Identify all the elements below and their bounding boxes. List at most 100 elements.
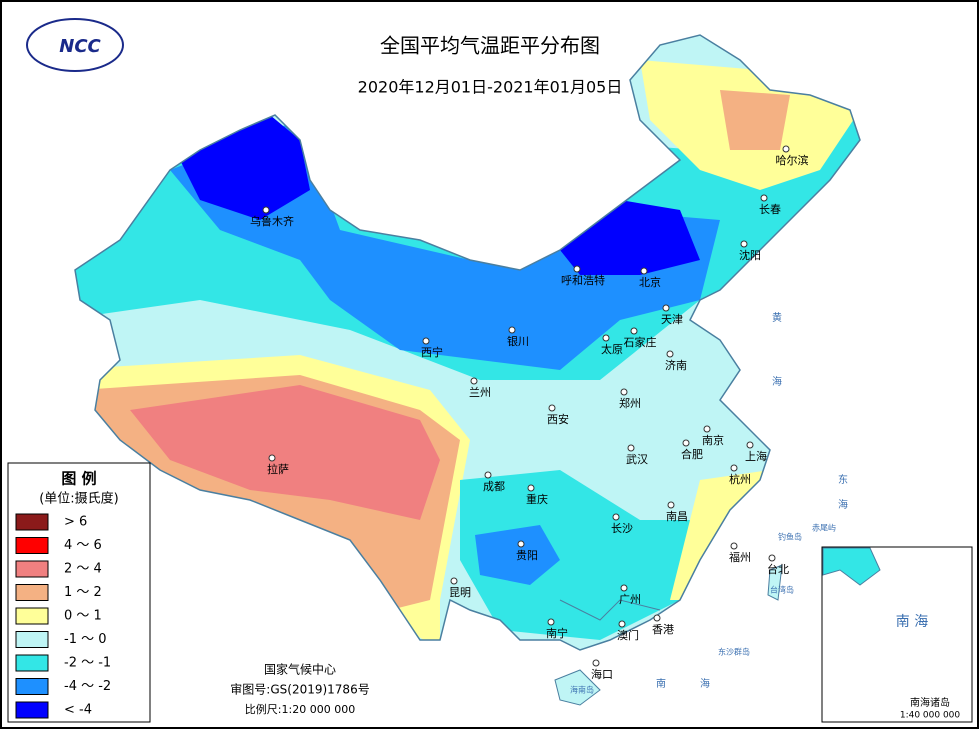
city-label: 南京	[702, 433, 724, 447]
city-dot	[618, 620, 626, 628]
city-label: 海口	[591, 667, 613, 681]
city-dot	[662, 304, 670, 312]
city-label: 长春	[759, 203, 781, 216]
footer-scale: 比例尺:1:20 000 000	[245, 702, 355, 716]
island-label: 钓鱼岛	[778, 532, 802, 542]
legend-label: -4 ～ -2	[64, 679, 111, 694]
legend-unit: (单位:摄氏度)	[39, 491, 119, 507]
island-label: 赤尾屿	[812, 524, 836, 533]
city-dot	[666, 350, 674, 358]
city-label: 上海	[745, 449, 767, 463]
hainan	[554, 669, 601, 706]
city-label: 天津	[661, 313, 683, 326]
city-dot	[602, 334, 610, 342]
city-label: 济南	[665, 358, 687, 372]
city-label: 拉萨	[267, 462, 289, 476]
island-label: 东沙群岛	[718, 647, 750, 657]
city-dot	[640, 267, 648, 275]
logo-ring	[26, 18, 124, 72]
island-label: 台湾岛	[770, 585, 794, 595]
city-label: 银川	[507, 334, 529, 348]
city-dot	[450, 577, 458, 585]
city-dot	[682, 439, 690, 447]
city-dot	[422, 337, 430, 345]
sea-label: 东	[838, 473, 848, 486]
city-dot	[653, 614, 661, 622]
city-dot	[667, 501, 675, 509]
city-dot	[768, 554, 776, 562]
sea-label: 海	[772, 375, 782, 388]
city-label: 香港	[652, 623, 674, 636]
legend-label: < -4	[64, 703, 92, 718]
city-label: 太原	[601, 343, 623, 356]
city-dot	[746, 441, 754, 449]
city-dot	[548, 404, 556, 412]
city-dot	[268, 454, 276, 462]
city-dot	[508, 326, 516, 334]
footer-approval: 审图号:GS(2019)1786号	[230, 682, 369, 697]
city-label: 南昌	[666, 510, 688, 523]
title: 全国平均气温距平分布图	[380, 34, 600, 58]
city-label: 乌鲁木齐	[250, 214, 294, 228]
sea-label: 海	[838, 498, 848, 511]
city-dot	[760, 194, 768, 202]
inset-box	[821, 546, 973, 723]
sea-label: 海	[700, 677, 710, 690]
subtitle: 2020年12月01日-2021年01月05日	[358, 78, 623, 97]
city-label: 石家庄	[624, 335, 657, 349]
city-dot	[527, 484, 535, 492]
legend-swatch	[15, 584, 49, 601]
city-label: 哈尔滨	[776, 153, 809, 167]
legend-title: 图 例	[61, 470, 96, 488]
city-label: 台北	[767, 562, 789, 576]
legend-label: -1 ～ 0	[64, 632, 107, 647]
city-dot	[620, 388, 628, 396]
city-label: 长沙	[611, 522, 633, 535]
sea-label: 黄	[772, 311, 782, 324]
city-label: 成都	[483, 480, 505, 493]
city-dot	[630, 327, 638, 335]
sea-label: 南	[656, 677, 666, 690]
inset-scale: 1:40 000 000	[900, 711, 961, 721]
logo: NCC	[59, 36, 101, 57]
city-label: 昆明	[449, 586, 471, 599]
city-label: 武汉	[626, 453, 648, 466]
river	[559, 599, 661, 621]
legend-swatch	[15, 607, 49, 625]
city-label: 沈阳	[739, 248, 761, 262]
legend-swatch	[15, 537, 49, 554]
city-dot	[592, 659, 600, 667]
city-dot	[627, 444, 635, 452]
legend-label: 4 ～ 6	[64, 538, 102, 553]
city-label: 郑州	[619, 396, 641, 410]
city-dot	[703, 425, 711, 433]
city-dot	[573, 265, 581, 273]
city-label: 西安	[547, 412, 569, 426]
city-dot	[612, 513, 620, 521]
legend-swatch	[15, 513, 49, 531]
city-label: 南宁	[546, 626, 568, 640]
legend-swatch	[15, 631, 49, 648]
city-dot	[782, 145, 790, 153]
city-label: 贵阳	[516, 549, 538, 562]
legend-swatch	[15, 678, 49, 695]
city-dot	[740, 240, 748, 248]
legend-swatch	[15, 560, 49, 578]
city-label: 兰州	[469, 386, 491, 399]
city-dot	[517, 540, 525, 548]
city-label: 澳门	[617, 628, 639, 642]
city-dot	[484, 471, 492, 479]
legend-label: > 6	[64, 515, 87, 530]
footer-org: 国家气候中心	[264, 662, 336, 677]
legend-label: -2 ～ -1	[64, 656, 111, 671]
city-dot	[620, 584, 628, 592]
legend-label: 1 ～ 2	[64, 585, 102, 600]
legend-label: 2 ～ 4	[64, 562, 102, 577]
inset-coast	[822, 547, 881, 586]
city-dot	[547, 618, 555, 626]
legend-swatch	[15, 701, 49, 719]
taiwan	[767, 564, 783, 601]
city-label: 北京	[639, 275, 661, 289]
city-dot	[262, 206, 270, 214]
